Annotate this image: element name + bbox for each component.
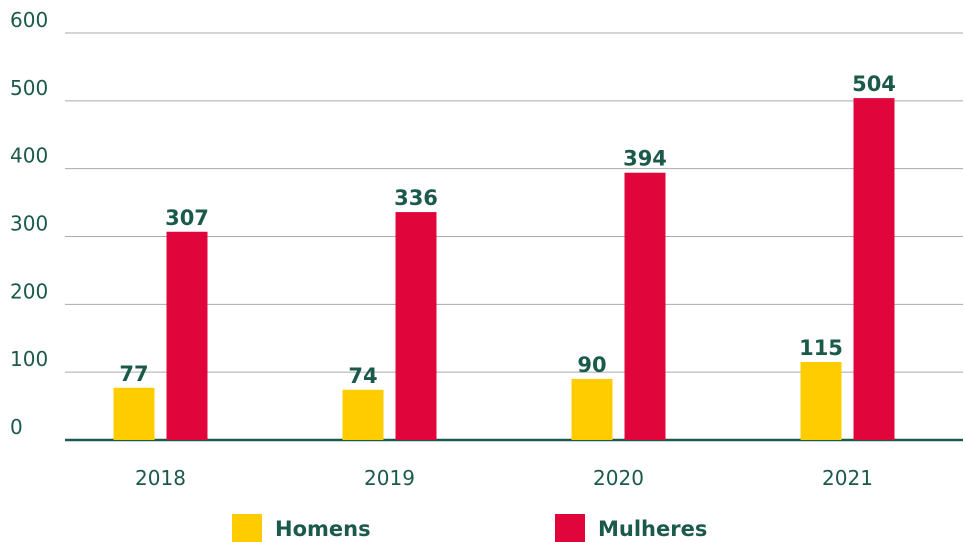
x-tick-label: 2020 bbox=[593, 466, 644, 490]
bar bbox=[166, 231, 208, 440]
y-tick-label: 400 bbox=[10, 144, 48, 168]
value-label: 307 bbox=[165, 206, 209, 230]
bar bbox=[342, 389, 384, 440]
value-label: 336 bbox=[394, 186, 438, 210]
value-label: 504 bbox=[852, 72, 896, 96]
y-tick-label: 0 bbox=[10, 415, 23, 439]
value-label: 74 bbox=[348, 364, 377, 388]
legend-swatch bbox=[232, 514, 262, 542]
y-tick-label: 200 bbox=[10, 279, 48, 303]
bar bbox=[113, 387, 155, 440]
x-tick-label: 2019 bbox=[364, 466, 415, 490]
bar bbox=[395, 212, 437, 440]
bar bbox=[624, 172, 666, 440]
y-tick-label: 300 bbox=[10, 212, 48, 236]
legend-swatch bbox=[555, 514, 585, 542]
bar bbox=[571, 378, 613, 440]
y-tick-label: 100 bbox=[10, 347, 48, 371]
y-tick-label: 600 bbox=[10, 8, 48, 32]
y-tick-label: 500 bbox=[10, 76, 48, 100]
x-tick-label: 2018 bbox=[135, 466, 186, 490]
bar bbox=[800, 361, 842, 440]
value-label: 90 bbox=[577, 353, 606, 377]
x-tick-label: 2021 bbox=[822, 466, 873, 490]
value-label: 115 bbox=[799, 336, 843, 360]
legend-label: Homens bbox=[275, 517, 371, 541]
value-label: 77 bbox=[119, 362, 148, 386]
legend-label: Mulheres bbox=[598, 517, 707, 541]
bar bbox=[853, 98, 895, 441]
value-label: 394 bbox=[623, 147, 667, 171]
